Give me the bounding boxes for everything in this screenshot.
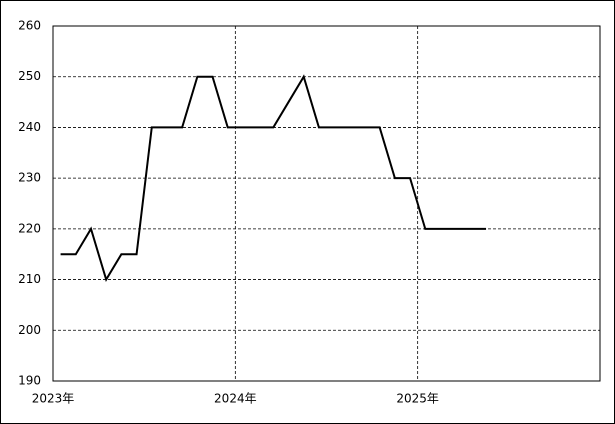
line-series [60, 74, 487, 283]
x-tick-label: 2023年 [32, 392, 75, 406]
y-tick-label: 260 [18, 19, 41, 33]
y-tick-label: 210 [18, 272, 41, 286]
y-tick-label: 190 [18, 374, 41, 388]
y-tick-label: 200 [18, 323, 41, 337]
x-tick-label: 2024年 [214, 392, 257, 406]
y-tick-label: 230 [18, 171, 41, 185]
plot-frame [52, 25, 601, 382]
y-tick-label: 250 [18, 69, 41, 83]
x-tick-label: 2025年 [396, 392, 439, 406]
y-tick-label: 220 [18, 221, 41, 235]
y-tick-label: 240 [18, 120, 41, 134]
